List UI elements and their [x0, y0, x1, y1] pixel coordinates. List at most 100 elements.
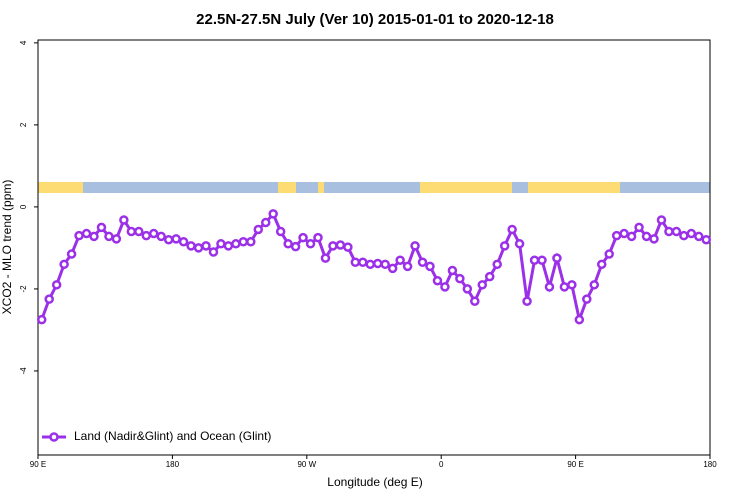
x-tick-label: 90 E: [30, 460, 46, 469]
data-point: [582, 294, 592, 304]
chart-title: 22.5N-27.5N July (Ver 10) 2015-01-01 to …: [196, 11, 554, 28]
data-point: [656, 215, 667, 225]
data-point: [328, 241, 338, 251]
data-point: [275, 226, 286, 237]
data-point: [447, 265, 458, 276]
data-point: [216, 239, 226, 249]
data-point: [193, 243, 204, 253]
data-point: [462, 284, 473, 294]
data-point: [701, 234, 712, 245]
data-point: [514, 239, 525, 249]
data-point: [484, 271, 495, 282]
legend-marker: [49, 432, 59, 442]
data-point: [178, 237, 189, 247]
data-point: [81, 228, 92, 239]
data-point: [298, 232, 308, 243]
data-point: [343, 242, 353, 252]
data-point: [268, 209, 278, 219]
data-point: [455, 273, 465, 284]
data-point: [552, 253, 562, 263]
data-point: [156, 231, 166, 242]
data-point: [283, 239, 293, 249]
data-point: [477, 280, 488, 290]
data-point: [470, 296, 480, 306]
data-point: [246, 237, 256, 247]
data-point: [313, 232, 323, 243]
data-point: [537, 255, 547, 265]
data-point: [596, 259, 607, 270]
data-point: [74, 230, 84, 241]
map-strip: [38, 182, 710, 193]
y-tick-label: -2: [19, 285, 28, 293]
data-point: [44, 294, 54, 304]
data-point: [664, 226, 674, 237]
data-point: [649, 234, 659, 244]
data-point: [611, 230, 622, 241]
data-point: [574, 314, 585, 325]
data-point: [223, 241, 234, 251]
data-point: [358, 257, 368, 268]
data-point: [402, 261, 413, 272]
data-point: [350, 257, 361, 268]
data-point: [134, 226, 144, 237]
x-tick-label: 180: [703, 460, 717, 469]
data-point: [253, 224, 264, 235]
data-point: [604, 249, 614, 259]
y-tick-label: 0: [19, 204, 28, 209]
data-point: [641, 231, 652, 242]
data-point: [335, 240, 346, 250]
data-point: [231, 239, 241, 249]
data-point: [119, 215, 129, 225]
data-point: [290, 241, 301, 252]
data-point: [492, 259, 502, 270]
data-point: [305, 239, 316, 249]
legend-label: Land (Nadir&Glint) and Ocean (Glint): [74, 429, 271, 443]
data-point: [171, 234, 181, 244]
data-point: [163, 234, 174, 245]
data-point: [104, 231, 114, 242]
data-point: [694, 231, 704, 242]
y-tick-label: 4: [19, 40, 28, 45]
x-tick-label: 90 W: [297, 460, 316, 469]
data-point: [66, 249, 77, 259]
data-point: [320, 253, 331, 263]
data-point: [365, 259, 376, 270]
data-point: [59, 259, 69, 270]
data-point: [417, 257, 428, 268]
x-axis-label: Longitude (deg E): [327, 475, 422, 489]
data-point: [148, 228, 159, 239]
data-point: [619, 228, 629, 239]
y-tick-label: -4: [19, 367, 28, 375]
data-point: [111, 234, 122, 244]
x-tick-label: 90 E: [567, 460, 583, 469]
data-point: [36, 314, 47, 325]
data-point: [432, 275, 443, 286]
data-point: [380, 259, 390, 270]
y-tick-label: 2: [19, 122, 28, 127]
data-point: [201, 241, 211, 251]
data-point: [679, 230, 689, 241]
data-point: [425, 261, 435, 272]
data-point: [686, 228, 697, 239]
data-point: [626, 231, 637, 242]
data-point: [529, 255, 540, 265]
data-point: [567, 280, 577, 290]
data-point: [522, 296, 532, 306]
plot-frame: [37, 39, 711, 456]
y-axis-label: XCO2 - MLO trend (ppm): [0, 180, 14, 315]
data-point: [544, 282, 555, 292]
data-point: [208, 247, 219, 257]
data-point: [499, 241, 510, 251]
x-tick-label: 0: [439, 460, 444, 469]
data-point: [671, 226, 682, 237]
data-point: [126, 226, 137, 237]
data-point: [387, 263, 398, 274]
data-point: [186, 241, 196, 251]
data-point: [51, 280, 62, 290]
data-point: [141, 230, 152, 241]
data-point: [89, 231, 99, 242]
data-point: [440, 282, 450, 292]
data-point: [395, 255, 405, 265]
data-point: [96, 222, 107, 233]
